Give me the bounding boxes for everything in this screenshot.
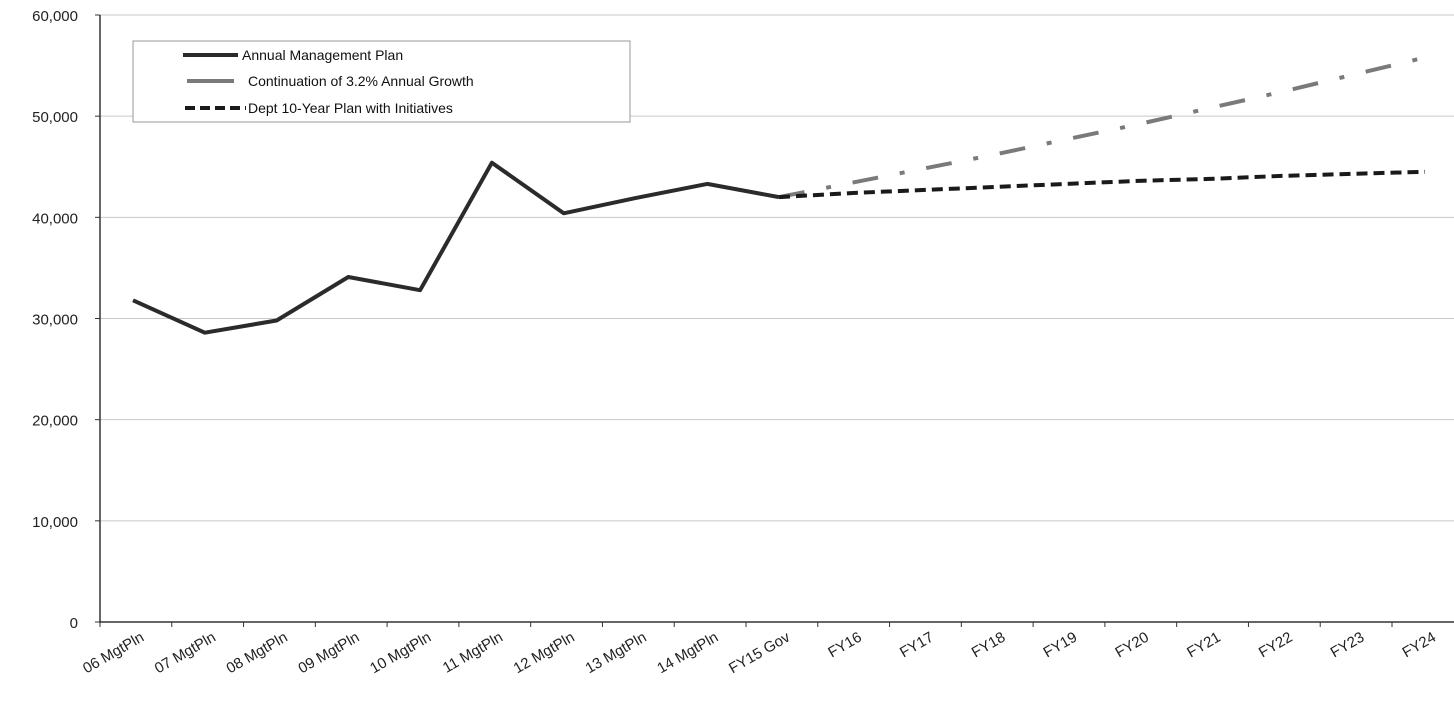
x-axis-tick-labels: 06 MgtPln 07 MgtPln 08 MgtPln 09 MgtPln 10 M…: [80, 628, 1439, 677]
series-line-continuation-of-3-2-annual-growth: [778, 55, 1426, 200]
x-tick-label-fy17: FY17: [897, 629, 937, 662]
y-tick-label-30000: 30,000: [32, 312, 78, 329]
x-tick-label-13-mgtpln: 13 MgtPln: [582, 629, 649, 677]
x-tick-label-fy22: FY22: [1256, 629, 1296, 662]
x-tick-label-07-mgtpln: 07 MgtPln: [152, 629, 219, 677]
x-tick-label-fy21: FY21: [1184, 629, 1224, 662]
series-line-annual-management-plan: [132, 160, 780, 335]
x-tick-label-fy19: FY19: [1041, 629, 1081, 662]
x-tick-label-12-mgtpln: 12 MgtPln: [511, 629, 578, 677]
x-tick-label-fy15-gov: FY15 Gov: [726, 628, 793, 677]
x-tick-label-fy20: FY20: [1112, 629, 1152, 662]
series-line-dept-10-year-plan-with-initiatives: [778, 169, 1426, 200]
y-tick-label-60000: 60,000: [32, 8, 78, 25]
x-tick-label-fy23: FY23: [1328, 629, 1368, 662]
series-lines: [132, 55, 1426, 335]
legend-label-annual-management-plan: Annual Management Plan: [242, 47, 403, 63]
legend-item-1: Continuation of 3.2% Annual Growth: [187, 73, 474, 89]
legend-label-continuation-growth: Continuation of 3.2% Annual Growth: [248, 73, 474, 89]
x-tick-label-11-mgtpln: 11 MgtPln: [440, 629, 506, 677]
legend-label-dept-10-year-plan: Dept 10-Year Plan with Initiatives: [248, 100, 453, 116]
x-tick-label-10-mgtpln: 10 MgtPln: [367, 629, 434, 677]
y-tick-label-40000: 40,000: [32, 210, 78, 227]
y-tick-label-20000: 20,000: [32, 413, 78, 430]
x-tick-label-fy16: FY16: [825, 629, 865, 662]
x-tick-label-09-mgtpln: 09 MgtPln: [295, 629, 362, 677]
y-tick-label-50000: 50,000: [32, 109, 78, 126]
x-tick-label-fy24: FY24: [1399, 629, 1439, 662]
x-tick-label-06-mgtpln: 06 MgtPln: [80, 629, 147, 677]
legend: Annual Management Plan Continuation of 3…: [132, 40, 631, 123]
y-tick-label-10000: 10,000: [32, 514, 78, 531]
y-axis-tick-labels: 0 10,000 20,000 30,000 40,000 50,000 60,000: [32, 8, 78, 632]
x-tick-label-fy18: FY18: [969, 629, 1009, 662]
x-tick-label-08-mgtpln: 08 MgtPln: [224, 629, 291, 677]
legend-item-2: Dept 10-Year Plan with Initiatives: [185, 100, 453, 116]
y-tick-label-0: 0: [70, 615, 78, 632]
axes: [95, 14, 1454, 627]
x-tick-label-14-mgtpln: 14 MgtPln: [654, 629, 721, 677]
legend-item-0: Annual Management Plan: [183, 47, 403, 63]
